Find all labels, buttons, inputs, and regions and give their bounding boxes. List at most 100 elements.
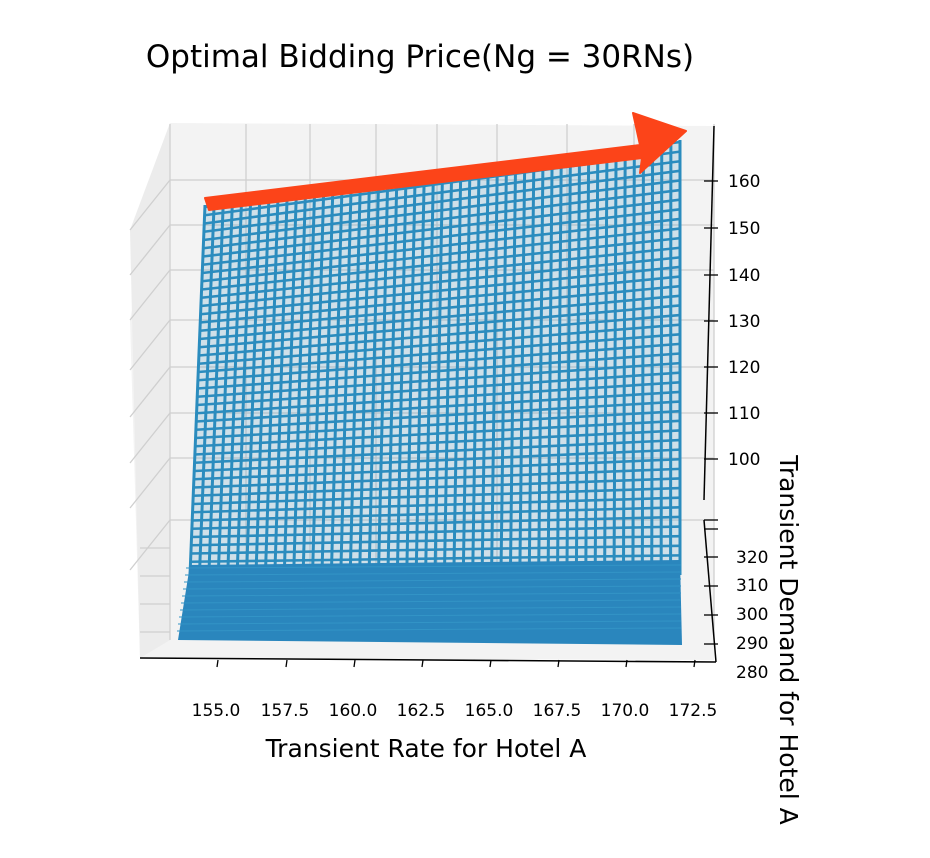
surface-mesh-line — [199, 284, 681, 333]
annotation-arrow — [204, 112, 687, 211]
surface-mesh-line — [263, 194, 280, 576]
x-tick-mark — [216, 659, 219, 668]
surface-mesh-line — [193, 467, 681, 489]
x-tick-mark — [489, 659, 492, 668]
x-tick-mark — [625, 659, 628, 668]
x-tick-label: 160.0 — [329, 701, 378, 721]
surface-mesh-line — [405, 176, 417, 576]
y-tick-label: 310 — [736, 576, 768, 596]
surface-dense-line — [177, 620, 682, 625]
surface-mesh-line — [226, 199, 244, 576]
surface-mesh-line — [631, 146, 636, 576]
z-tick-label: 140 — [728, 266, 760, 286]
surface-mesh-line — [202, 208, 681, 267]
surface-mesh-line — [282, 192, 298, 576]
surface-mesh-line — [329, 186, 344, 576]
x-tick-label: 155.0 — [192, 701, 241, 721]
surface-mesh-line — [197, 361, 681, 399]
axes-group — [139, 125, 717, 663]
y-tick-label: 320 — [736, 548, 768, 568]
surface-mesh-line — [386, 178, 399, 576]
surface-mesh-line — [273, 193, 289, 576]
surface-mesh-line — [194, 438, 681, 465]
x-axis-line — [139, 657, 717, 663]
surface-mesh-line — [201, 227, 681, 283]
surface-mesh-line — [499, 163, 508, 576]
grid-line-side — [129, 179, 171, 231]
surface-mesh-line — [195, 419, 681, 448]
surface-dense-line — [185, 564, 682, 569]
surface-dense-line — [181, 592, 682, 597]
z-tick-label: 100 — [728, 450, 760, 470]
surface-mesh-line — [190, 544, 681, 555]
grid-line-side — [129, 519, 171, 571]
surface-mesh-line — [254, 196, 271, 576]
surface-mesh-line — [194, 448, 681, 473]
surface-mesh-line — [424, 173, 435, 576]
surface-mesh-line — [367, 181, 381, 576]
chart-title: Optimal Bidding Price(Ng = 30RNs) — [146, 39, 694, 75]
y-axis-label: Transient Demand for Hotel A — [774, 454, 803, 825]
surface-mesh-line — [301, 189, 317, 576]
surface-mesh-line — [311, 188, 326, 576]
grid-line-side — [129, 224, 171, 276]
surface-mesh-line — [203, 169, 681, 234]
surface-mesh-line — [565, 154, 572, 576]
surface-mesh-line — [452, 169, 463, 576]
surface-mesh-line — [192, 486, 681, 506]
surface-mesh-line — [584, 152, 591, 576]
surface-mesh-line — [191, 515, 681, 531]
x-tick-mark — [285, 659, 288, 668]
surface-mesh-line — [203, 179, 681, 242]
surface-mesh-line — [640, 144, 645, 576]
x-tick-label: 172.5 — [669, 701, 718, 721]
arrow-group — [204, 112, 687, 211]
surface-dense-line — [179, 606, 682, 611]
surface-mesh-line — [196, 381, 681, 415]
surface-mesh-line — [195, 400, 681, 432]
surface-mesh-line — [414, 174, 426, 576]
surface-mesh-line — [292, 191, 307, 576]
surface-mesh-line — [200, 256, 681, 308]
x-tick-label: 157.5 — [261, 701, 310, 721]
surface-mesh-line — [621, 147, 627, 576]
surface-mesh-line — [190, 554, 681, 564]
grid-line-side — [129, 319, 171, 371]
x-tick-label: 170.0 — [601, 701, 650, 721]
x-axis-label: Transient Rate for Hotel A — [265, 734, 587, 763]
x-tick-label: 162.5 — [397, 701, 446, 721]
y-tick-label: 300 — [736, 605, 768, 625]
surface-mesh-line — [235, 198, 253, 576]
z-axis-line — [703, 125, 715, 501]
surface-mesh-line — [202, 198, 681, 258]
y-tick-label: 290 — [736, 634, 768, 654]
surface-mesh-line — [659, 142, 664, 576]
surface-mesh-line — [339, 184, 353, 576]
surface-mesh-line — [195, 409, 681, 440]
surface-mesh-line — [192, 506, 681, 522]
surface-dense-line — [176, 627, 682, 632]
surface-dense-line — [180, 599, 682, 604]
surface-mesh-line — [395, 177, 408, 576]
surface-mesh-line — [190, 534, 681, 547]
grid-line-side — [129, 457, 171, 509]
z-tick-label: 150 — [728, 219, 760, 239]
surface-mesh-line — [201, 246, 681, 300]
surface-mesh-line — [376, 179, 390, 576]
surface-dense-line — [178, 613, 682, 618]
z-tick-label: 120 — [728, 358, 760, 378]
surface-mesh-line — [203, 188, 681, 250]
surface-mesh-line — [490, 164, 499, 576]
surface-mesh-line — [348, 183, 362, 576]
side-pane — [130, 123, 170, 658]
surface-mesh-line — [442, 171, 454, 576]
x-tick-mark — [693, 659, 696, 668]
surface-mesh-line — [650, 143, 655, 576]
z-tick-label: 160 — [728, 172, 760, 192]
surface-mesh-line — [320, 187, 335, 576]
surface-mesh-line — [574, 153, 582, 576]
surface-mesh-line — [199, 304, 681, 349]
surface-mesh-line — [196, 390, 681, 423]
